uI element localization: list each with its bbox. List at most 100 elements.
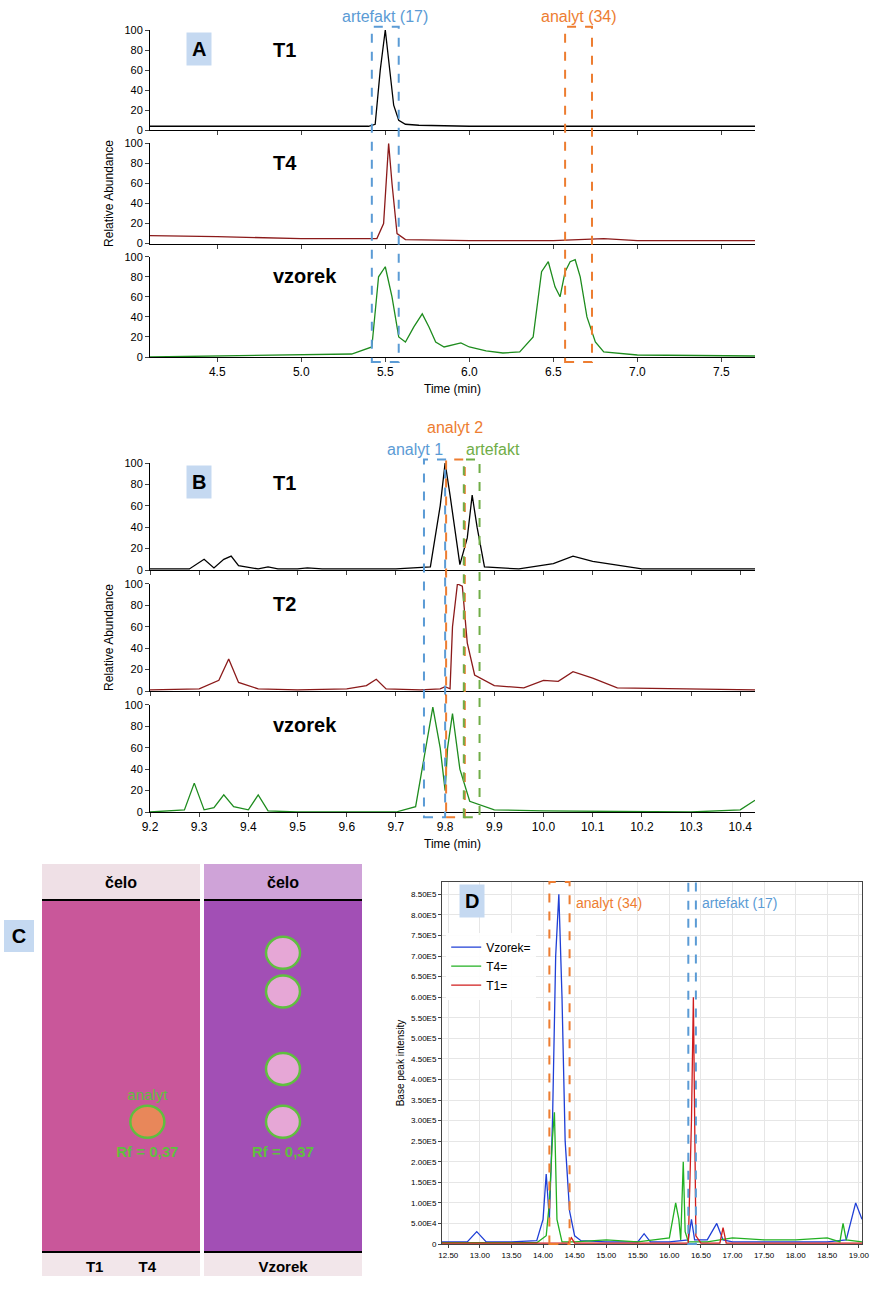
svg-text:6.00E5: 6.00E5 bbox=[411, 993, 437, 1002]
svg-text:0: 0 bbox=[137, 806, 143, 818]
svg-text:40: 40 bbox=[131, 642, 143, 654]
svg-text:100: 100 bbox=[124, 578, 142, 590]
svg-text:100: 100 bbox=[124, 251, 142, 263]
svg-text:Relative Abundance: Relative Abundance bbox=[102, 584, 116, 691]
svg-text:15.00: 15.00 bbox=[596, 1251, 617, 1260]
svg-text:A: A bbox=[192, 38, 206, 60]
svg-text:Vzorek: Vzorek bbox=[258, 1258, 308, 1275]
svg-text:analyt (34): analyt (34) bbox=[576, 895, 642, 911]
svg-text:1.50E5: 1.50E5 bbox=[411, 1178, 437, 1187]
svg-text:40: 40 bbox=[131, 311, 143, 323]
svg-text:10.3: 10.3 bbox=[679, 820, 703, 834]
svg-text:20: 20 bbox=[131, 104, 143, 116]
svg-text:vzorek: vzorek bbox=[273, 714, 337, 736]
svg-text:čelo: čelo bbox=[105, 874, 137, 891]
svg-text:Time (min): Time (min) bbox=[424, 382, 481, 396]
svg-text:9.6: 9.6 bbox=[338, 820, 355, 834]
svg-text:9.4: 9.4 bbox=[240, 820, 257, 834]
svg-text:10.0: 10.0 bbox=[532, 820, 556, 834]
svg-text:9.8: 9.8 bbox=[437, 820, 454, 834]
svg-text:9.7: 9.7 bbox=[388, 820, 405, 834]
svg-text:80: 80 bbox=[131, 271, 143, 283]
svg-text:T1: T1 bbox=[86, 1258, 104, 1275]
svg-text:1.00E5: 1.00E5 bbox=[411, 1199, 437, 1208]
svg-text:D: D bbox=[465, 890, 479, 912]
svg-text:vzorek: vzorek bbox=[273, 265, 337, 287]
svg-text:7.50E5: 7.50E5 bbox=[411, 931, 437, 940]
svg-text:9.9: 9.9 bbox=[486, 820, 503, 834]
svg-text:6.50E5: 6.50E5 bbox=[411, 972, 437, 981]
svg-text:3.00E5: 3.00E5 bbox=[411, 1116, 437, 1125]
svg-text:18.00: 18.00 bbox=[786, 1251, 807, 1260]
svg-text:5.5: 5.5 bbox=[377, 365, 394, 379]
svg-text:B: B bbox=[192, 471, 206, 493]
svg-text:Time (min): Time (min) bbox=[424, 837, 481, 851]
svg-text:Vzorek=: Vzorek= bbox=[486, 941, 530, 955]
svg-text:40: 40 bbox=[131, 84, 143, 96]
svg-text:4.50E5: 4.50E5 bbox=[411, 1055, 437, 1064]
svg-text:18.50: 18.50 bbox=[817, 1251, 838, 1260]
svg-text:40: 40 bbox=[131, 197, 143, 209]
svg-text:16.00: 16.00 bbox=[659, 1251, 680, 1260]
svg-text:40: 40 bbox=[131, 521, 143, 533]
svg-text:20: 20 bbox=[131, 542, 143, 554]
svg-text:6.5: 6.5 bbox=[545, 365, 562, 379]
svg-text:20: 20 bbox=[131, 217, 143, 229]
svg-text:T1: T1 bbox=[273, 39, 296, 61]
svg-text:0: 0 bbox=[137, 351, 143, 363]
svg-text:T4: T4 bbox=[139, 1258, 157, 1275]
svg-text:Rf = 0,37: Rf = 0,37 bbox=[252, 1143, 314, 1160]
svg-text:9.2: 9.2 bbox=[142, 820, 159, 834]
svg-text:9.3: 9.3 bbox=[191, 820, 208, 834]
svg-text:5.00E5: 5.00E5 bbox=[411, 1034, 437, 1043]
svg-text:5.0: 5.0 bbox=[293, 365, 310, 379]
svg-text:60: 60 bbox=[131, 177, 143, 189]
svg-text:7.5: 7.5 bbox=[713, 365, 730, 379]
svg-text:0: 0 bbox=[432, 1240, 437, 1249]
svg-text:3.50E5: 3.50E5 bbox=[411, 1096, 437, 1105]
svg-text:60: 60 bbox=[131, 291, 143, 303]
svg-text:100: 100 bbox=[124, 457, 142, 469]
svg-text:20: 20 bbox=[131, 331, 143, 343]
svg-text:7.00E5: 7.00E5 bbox=[411, 952, 437, 961]
svg-text:7.0: 7.0 bbox=[629, 365, 646, 379]
svg-text:analyt 1: analyt 1 bbox=[387, 441, 443, 458]
svg-text:17.00: 17.00 bbox=[723, 1251, 744, 1260]
svg-text:60: 60 bbox=[131, 742, 143, 754]
svg-text:4.5: 4.5 bbox=[209, 365, 226, 379]
svg-text:čelo: čelo bbox=[267, 874, 299, 891]
svg-text:17.50: 17.50 bbox=[754, 1251, 775, 1260]
svg-text:80: 80 bbox=[131, 157, 143, 169]
svg-text:14.00: 14.00 bbox=[533, 1251, 554, 1260]
svg-text:2.00E5: 2.00E5 bbox=[411, 1158, 437, 1167]
svg-text:20: 20 bbox=[131, 663, 143, 675]
svg-text:13.50: 13.50 bbox=[501, 1251, 522, 1260]
svg-text:C: C bbox=[12, 925, 26, 947]
svg-text:8.50E5: 8.50E5 bbox=[411, 890, 437, 899]
svg-text:60: 60 bbox=[131, 621, 143, 633]
svg-text:100: 100 bbox=[124, 699, 142, 711]
svg-text:13.00: 13.00 bbox=[470, 1251, 491, 1260]
svg-text:0: 0 bbox=[137, 237, 143, 249]
svg-text:80: 80 bbox=[131, 478, 143, 490]
svg-text:0: 0 bbox=[137, 124, 143, 136]
svg-text:80: 80 bbox=[131, 599, 143, 611]
svg-text:19.00: 19.00 bbox=[849, 1251, 870, 1260]
svg-text:artefakt (17): artefakt (17) bbox=[702, 895, 777, 911]
svg-text:16.50: 16.50 bbox=[691, 1251, 712, 1260]
svg-text:20: 20 bbox=[131, 784, 143, 796]
svg-text:T1: T1 bbox=[273, 472, 296, 494]
svg-text:80: 80 bbox=[131, 44, 143, 56]
svg-text:100: 100 bbox=[124, 137, 142, 149]
svg-text:10.2: 10.2 bbox=[630, 820, 654, 834]
svg-text:T4: T4 bbox=[273, 152, 297, 174]
svg-text:60: 60 bbox=[131, 500, 143, 512]
svg-text:12.50: 12.50 bbox=[438, 1251, 459, 1260]
svg-text:15.50: 15.50 bbox=[628, 1251, 649, 1260]
svg-text:T4=: T4= bbox=[486, 960, 507, 974]
svg-text:80: 80 bbox=[131, 720, 143, 732]
svg-text:Relative Abundance: Relative Abundance bbox=[102, 140, 116, 247]
svg-text:40: 40 bbox=[131, 763, 143, 775]
svg-text:100: 100 bbox=[124, 24, 142, 36]
svg-text:artefakt: artefakt bbox=[466, 441, 520, 458]
